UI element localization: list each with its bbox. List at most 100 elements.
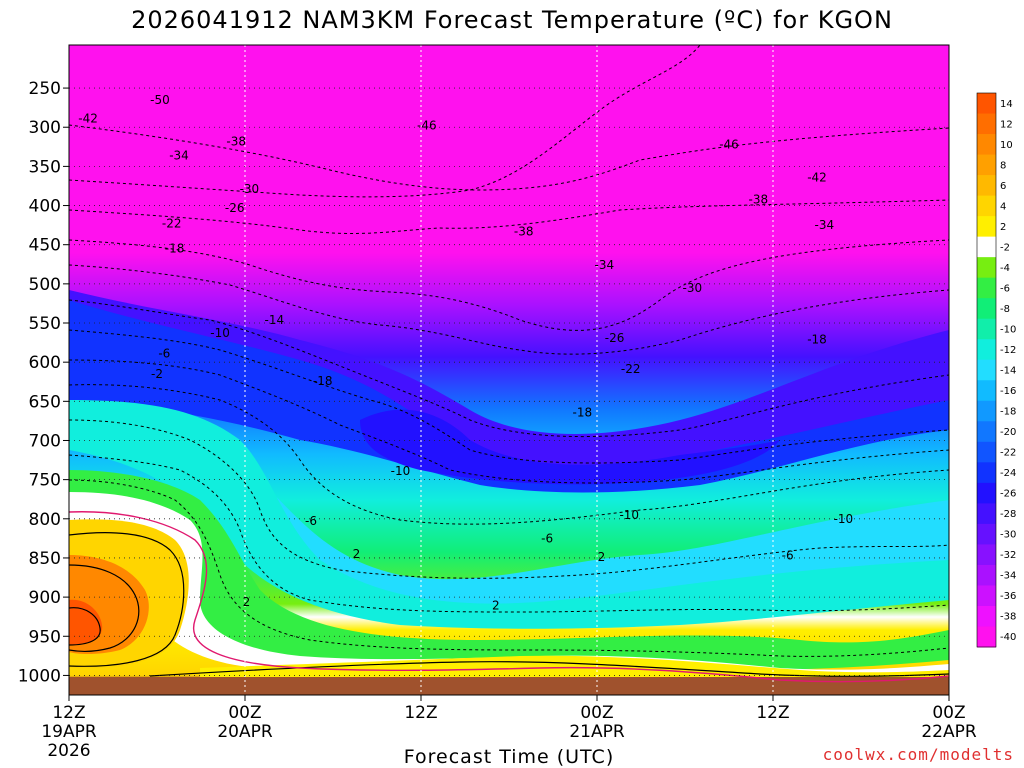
- colorbar-label: -10: [1000, 324, 1016, 335]
- contour-label: -34: [815, 218, 835, 232]
- colorbar-label: -18: [1000, 407, 1016, 418]
- contour-label: -22: [621, 362, 641, 376]
- colorbar-label: -14: [1000, 366, 1016, 377]
- contour-label: -46: [719, 137, 739, 151]
- surface-yellow-band: [200, 655, 949, 684]
- colorbar-swatch: [977, 503, 996, 525]
- contour-label: -50: [150, 93, 170, 107]
- colorbar: 14 12 10 8 6 4 2 -2 -4 -6 -8 -10 -12 -14 -16 -18 -20 -22 -…: [976, 92, 1016, 648]
- colorbar-label: 10: [1000, 140, 1013, 151]
- colorbar-swatch: [977, 236, 996, 258]
- contour-label: -18: [573, 405, 593, 419]
- colorbar-label: -4: [1000, 263, 1010, 274]
- contour-label: -26: [605, 331, 625, 345]
- contour-label: -38: [749, 192, 769, 206]
- colorbar-swatch: [977, 339, 996, 361]
- y-tick-label: 500: [29, 275, 61, 295]
- contour-label: 2: [243, 595, 251, 609]
- contour-label: -6: [541, 531, 553, 545]
- colorbar-swatch: [977, 605, 996, 627]
- plot-border: [68, 44, 950, 696]
- x-tick-label: 19APR: [41, 722, 97, 742]
- y-tick-label: 850: [29, 549, 61, 569]
- colorbar-label: -36: [1000, 591, 1016, 602]
- contour-label: -34: [169, 148, 189, 162]
- colorbar-label: 12: [1000, 119, 1013, 130]
- y-tick-label: 700: [29, 431, 61, 451]
- colorbar-swatch: [977, 277, 996, 299]
- colorbar-swatch: [977, 421, 996, 443]
- contour-label: -10: [210, 326, 230, 340]
- colorbar-swatch: [977, 298, 996, 320]
- x-tick-label: 00Z: [932, 703, 965, 723]
- y-tick-label: 350: [29, 157, 61, 177]
- colorbar-label: -40: [1000, 632, 1016, 643]
- x-tick-label: 21APR: [569, 722, 625, 742]
- contour-label: -42: [78, 112, 98, 126]
- y-axis: 250 300 350 400 450 500 550 600 650 700 750 800 850 9…: [18, 79, 69, 686]
- contour-label: -30: [240, 182, 260, 196]
- low-green-band: [69, 470, 949, 670]
- colorbar-label: -38: [1000, 612, 1016, 623]
- colorbar-label: -8: [1000, 304, 1010, 315]
- x-axis-label: Forecast Time (UTC): [403, 746, 615, 768]
- colorbar-swatch: [977, 134, 996, 156]
- colorbar-swatch: [977, 175, 996, 197]
- contour-label: -18: [807, 332, 827, 346]
- contour-label: -14: [265, 313, 285, 327]
- contour-label: -30: [683, 281, 703, 295]
- colorbar-swatch: [977, 462, 996, 484]
- contour-label: -10: [834, 512, 854, 526]
- colorbar-label: -12: [1000, 345, 1016, 356]
- y-tick-label: 750: [29, 471, 61, 491]
- contour-label: -10: [619, 508, 639, 522]
- contour-label: -6: [782, 549, 794, 563]
- x-tick-label: 00Z: [580, 703, 613, 723]
- colorbar-swatch: [977, 195, 996, 217]
- trough-band-outer: [69, 290, 949, 478]
- ground-fill: [69, 677, 949, 695]
- contour-labels: -50-42-46-38 -46-34-42-30-38-26-22 -34-38-…: [78, 93, 854, 613]
- colorbar-label: -2: [1000, 242, 1010, 253]
- credit-link[interactable]: coolwx.com/modelts: [822, 745, 1014, 764]
- chart-title: 2026041912 NAM3KM Forecast Temperature (…: [131, 6, 893, 34]
- x-tick-label: 12Z: [404, 703, 437, 723]
- contour-label: 2: [492, 599, 500, 613]
- x-tick-label: 00Z: [228, 703, 261, 723]
- y-tick-label: 400: [29, 197, 61, 217]
- contour-label: -22: [162, 217, 182, 231]
- y-tick-label: 450: [29, 236, 61, 256]
- contour-label: -38: [226, 134, 246, 148]
- colorbar-swatch: [977, 93, 996, 115]
- y-tick-label: 950: [29, 627, 61, 647]
- x-tick-label: 12Z: [52, 703, 85, 723]
- warm-bubble-core: [69, 599, 103, 645]
- colorbar-label: -20: [1000, 427, 1016, 438]
- vertical-gridlines: [69, 45, 949, 695]
- contour-label: -18: [313, 374, 333, 388]
- colorbar-label: 4: [1000, 201, 1006, 212]
- colorbar-label: -34: [1000, 571, 1016, 582]
- y-tick-label: 650: [29, 392, 61, 412]
- colorbar-swatch: [977, 318, 996, 340]
- colorbar-swatch: [977, 544, 996, 566]
- colorbar-label: 8: [1000, 160, 1006, 171]
- contour-label: -18: [165, 242, 185, 256]
- colorbar-swatch: [977, 400, 996, 422]
- colorbar-swatch: [977, 154, 996, 176]
- y-tick-label: 550: [29, 314, 61, 334]
- contour-label: -10: [391, 464, 411, 478]
- contour-label: -42: [807, 170, 827, 184]
- colorbar-label: -26: [1000, 489, 1016, 500]
- cold-pocket: [360, 409, 780, 485]
- colorbar-swatch: [977, 380, 996, 402]
- colorbar-label: -16: [1000, 386, 1016, 397]
- horizontal-gridlines: [69, 87, 949, 676]
- contour-label: -26: [225, 201, 245, 215]
- y-tick-label: 800: [29, 510, 61, 530]
- contour-label: -38: [514, 224, 534, 238]
- colorbar-swatch: [977, 482, 996, 504]
- freezing-line: [69, 511, 949, 683]
- colorbar-swatch: [977, 113, 996, 135]
